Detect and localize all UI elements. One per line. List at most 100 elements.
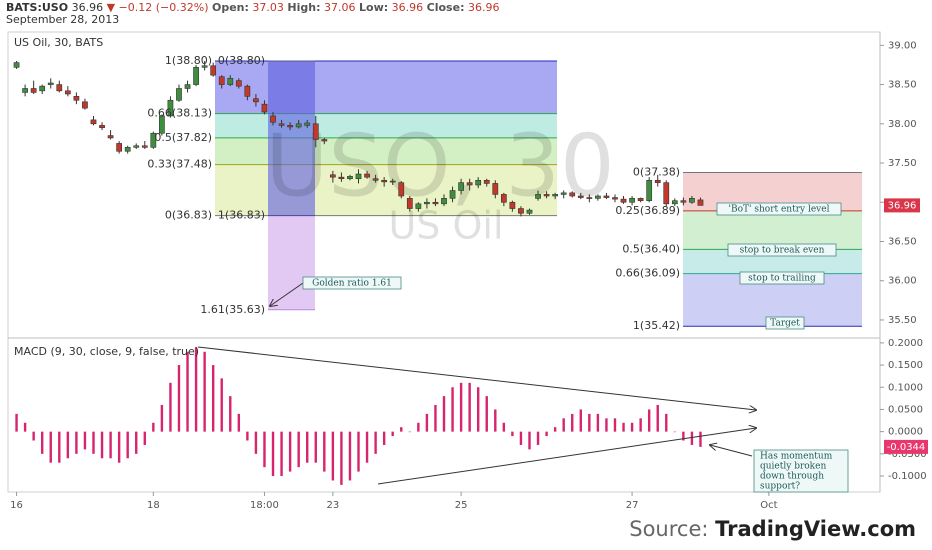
x-tick-label: 18:00 (250, 500, 279, 511)
candle-body (30, 88, 37, 93)
callout-text: Has momentum (760, 452, 833, 462)
annotations: 1(38.80) 0.66(38.13) 0.5(37.82) 0.33(37.48)… (147, 54, 849, 493)
candle-body (124, 147, 131, 152)
candle-body (355, 173, 362, 180)
fib-label: 1.61(35.63) (200, 303, 265, 316)
trend-line (197, 346, 756, 410)
y-tick-label: 0.0500 (888, 404, 923, 415)
marks (13, 61, 704, 485)
fib-tool (268, 60, 315, 311)
y-tick-label: 36.50 (888, 236, 917, 247)
macd-bar (117, 431, 121, 463)
drawing-tools (215, 60, 862, 327)
macd-bar (511, 431, 514, 437)
candle-body (47, 82, 54, 85)
macd-bar (246, 431, 249, 441)
fib-label: 0.25(36.89) (615, 204, 680, 217)
callout-text: quietly broken (760, 462, 826, 472)
fib-label: 1(36.83) (218, 209, 265, 222)
macd-bar (357, 431, 360, 472)
macd-bar (340, 431, 343, 485)
candle-body (159, 115, 165, 134)
candle-body (39, 85, 46, 92)
macd-bar (382, 431, 386, 445)
macd-bar (331, 431, 335, 481)
candle-body (398, 182, 405, 197)
candle-body (500, 194, 507, 203)
macd-bar (596, 413, 600, 432)
candle-body (321, 139, 328, 142)
open-label: Open: (212, 1, 249, 14)
fib-label: 1(38.80) (165, 54, 212, 67)
macd-bar (647, 409, 651, 432)
fib-band (268, 61, 315, 216)
macd-bar (32, 431, 35, 441)
x-tick-label: 23 (326, 500, 339, 511)
candle-body (689, 198, 695, 203)
y-tick-label: 37.50 (888, 158, 917, 169)
macd-bar (220, 378, 223, 432)
callout-arrow (710, 445, 753, 457)
x-tick-label: 25 (455, 500, 468, 511)
y-tick-label: 0.0000 (888, 427, 923, 438)
candle-body (13, 62, 20, 68)
candle-body (671, 200, 678, 205)
candle-body (116, 143, 123, 152)
candle-body (184, 84, 191, 89)
source: Source: TradingView.com (629, 517, 916, 541)
fib-label: 0.66(36.09) (615, 267, 680, 280)
macd-bar (92, 431, 95, 454)
candle-body (518, 208, 524, 214)
macd-bar (579, 409, 582, 432)
candle-body (218, 76, 225, 85)
symbol: BATS:USO (6, 1, 68, 14)
macd-bar (434, 405, 437, 432)
macd-bar (348, 431, 352, 481)
macd-bar (160, 405, 164, 432)
y-tick-label: 0.2000 (888, 338, 923, 349)
macd-bar (536, 431, 540, 445)
candle-body (381, 179, 388, 183)
watermark-name: US Oil (388, 204, 503, 248)
macd-bar (425, 413, 429, 432)
callout-box (753, 449, 849, 493)
macd-bar (152, 422, 155, 432)
candle-body (73, 96, 80, 101)
y-tick-label: 39.00 (888, 40, 917, 51)
candle-body (415, 203, 422, 209)
fib-band (683, 210, 862, 250)
arrow: ▼ (107, 1, 116, 14)
candle-body (107, 135, 114, 139)
macd-bar (83, 431, 87, 450)
candle-body (586, 197, 593, 199)
macd-bar (271, 431, 275, 477)
high: 37.06 (324, 1, 356, 14)
macd-bar (135, 431, 138, 454)
macd-bar (605, 418, 608, 432)
candle-body (543, 194, 550, 197)
quote-line: BATS:USO 36.96 ▼ −0.12 (−0.32%) Open: 37… (6, 1, 499, 14)
trend-line (377, 428, 756, 485)
macd-bar (442, 396, 446, 432)
macd-bar (468, 382, 471, 432)
candle-body (509, 201, 516, 209)
macd-bar (699, 431, 702, 447)
source-label: Source: (629, 517, 708, 541)
candle-body (535, 194, 541, 199)
macd-bar (280, 431, 283, 477)
fib-band (268, 215, 315, 310)
candle-body (441, 198, 447, 205)
macd-bar (23, 422, 27, 432)
candle-body (167, 99, 174, 117)
candle-body (406, 198, 413, 209)
macd-bar (297, 431, 300, 468)
callout-text: Golden ratio 1.61 (312, 279, 392, 289)
candle-body (680, 200, 687, 203)
candle-body (364, 173, 370, 178)
callout-text: 'BoT' short entry level (729, 205, 830, 215)
candle-body (483, 179, 490, 184)
pane-title: US Oil, 30, BATS (14, 36, 103, 49)
callout-box (739, 271, 825, 285)
candle-body (22, 88, 28, 93)
